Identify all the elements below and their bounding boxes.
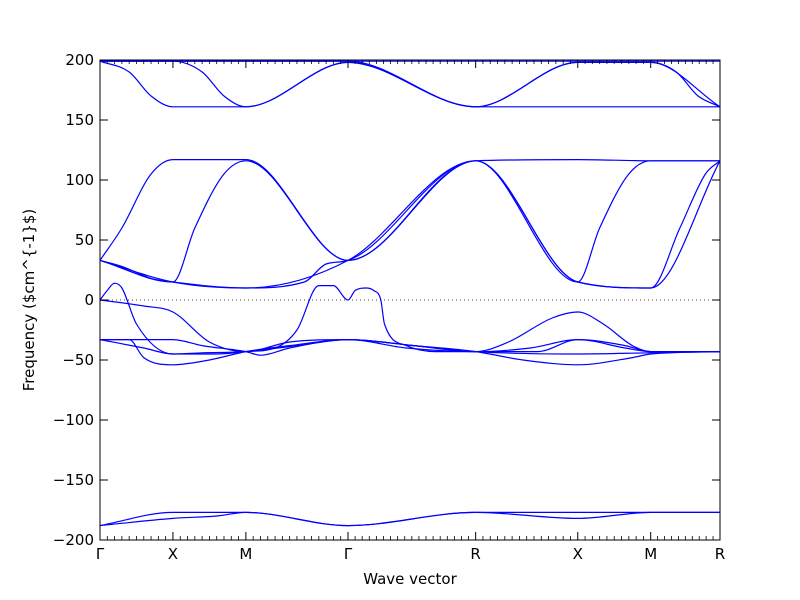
band-line-13 <box>100 338 720 356</box>
y-tick-label-1: 150 <box>65 111 94 129</box>
y-tick-label-6: −100 <box>53 411 94 429</box>
band-line-6 <box>99 160 720 283</box>
y-tick-label-7: −150 <box>53 471 94 489</box>
y-tick-label-3: 50 <box>75 231 94 249</box>
y-tick-label-8: −200 <box>53 531 94 549</box>
band-line-8 <box>99 160 721 289</box>
x-tick-label-2: M <box>239 545 252 563</box>
y-tick-label-4: 0 <box>84 291 94 309</box>
y-axis-ticks: 200 150 100 50 0 −50 −100 −150 −200 <box>53 51 720 549</box>
plot-frame <box>99 59 721 541</box>
plot-series <box>99 60 721 527</box>
band-line-4 <box>100 60 721 108</box>
band-line-5 <box>99 158 720 262</box>
y-tick-label-0: 200 <box>65 51 94 69</box>
band-line-9 <box>99 282 720 355</box>
x-tick-label-1: X <box>168 545 178 563</box>
x-tick-label-3: Γ <box>344 545 353 563</box>
y-axis-label: Frequency ($cm^{-1}$) <box>20 209 38 392</box>
band-line-12 <box>100 338 721 366</box>
y-tick-label-2: 100 <box>65 171 94 189</box>
x-axis-label: Wave vector <box>363 570 457 588</box>
x-tick-label-5: X <box>573 545 583 563</box>
band-line-3 <box>100 60 721 108</box>
y-tick-label-5: −50 <box>62 351 94 369</box>
x-tick-label-0: Γ <box>96 545 105 563</box>
x-tick-label-6: M <box>644 545 657 563</box>
band-line-15 <box>99 511 720 527</box>
x-tick-label-4: R <box>470 545 480 563</box>
x-tick-label-7: R <box>715 545 725 563</box>
band-line-7 <box>99 160 721 289</box>
